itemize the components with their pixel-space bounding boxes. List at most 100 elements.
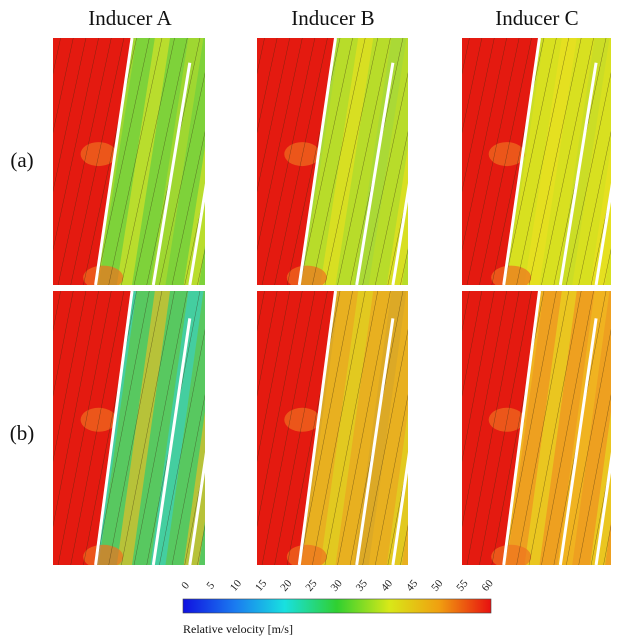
- streamline: [95, 38, 150, 285]
- streamline: [274, 291, 328, 565]
- streamline: [462, 38, 507, 251]
- colorbar-tick-label: 10: [228, 577, 245, 594]
- streamline: [616, 38, 624, 285]
- streamline: [462, 291, 507, 528]
- streamline: [400, 248, 408, 285]
- colorbar-tick-label: 35: [354, 577, 371, 594]
- colorbar-tick-label: 50: [429, 577, 446, 594]
- streamline: [53, 38, 87, 193]
- blade: [188, 183, 205, 285]
- colorbar-tick-label: 55: [454, 577, 471, 594]
- blade: [355, 62, 395, 285]
- leading-edge: [488, 407, 525, 432]
- blade: [297, 291, 338, 565]
- contour-panel: [53, 38, 263, 285]
- flow-band: [524, 291, 577, 565]
- streamline: [210, 38, 263, 285]
- streamline: [462, 291, 495, 462]
- streamline: [466, 38, 520, 285]
- colorbar-tick-label: 25: [303, 577, 320, 594]
- streamline: [362, 328, 408, 565]
- streamline: [479, 38, 532, 285]
- row-label: (a): [10, 148, 33, 172]
- streamline: [53, 38, 74, 134]
- streamline: [171, 130, 205, 285]
- streamline: [261, 38, 316, 285]
- streamline: [312, 291, 366, 565]
- flow-band: [183, 411, 205, 565]
- streamline: [257, 38, 265, 75]
- streamline: [503, 291, 557, 565]
- leading-edge: [286, 544, 327, 565]
- streamline: [462, 291, 470, 332]
- blade: [188, 451, 205, 565]
- streamline: [462, 291, 483, 397]
- streamline: [566, 72, 611, 285]
- column-header: Inducer C: [495, 6, 578, 30]
- leading-edge: [83, 544, 124, 565]
- streamline: [616, 291, 624, 565]
- streamline: [324, 38, 379, 285]
- streamline: [57, 291, 112, 565]
- streamline: [324, 291, 379, 565]
- blade: [558, 318, 598, 565]
- panels: [53, 38, 624, 565]
- streamline: [108, 291, 163, 565]
- streamline: [578, 394, 611, 565]
- flow-band: [320, 291, 374, 565]
- contour-panel: [462, 291, 624, 565]
- colorbar-tick-label: 15: [253, 577, 270, 594]
- streamline: [375, 394, 408, 565]
- colorbar-tick-label: 45: [404, 577, 421, 594]
- streamline: [199, 291, 252, 565]
- colorbar-tick-label: 0: [179, 579, 192, 591]
- flow-band: [590, 411, 611, 565]
- streamline: [70, 291, 125, 565]
- streamline: [133, 38, 188, 285]
- streamline: [387, 459, 408, 565]
- blade: [391, 183, 408, 285]
- streamline: [133, 291, 188, 565]
- streamline: [197, 248, 205, 285]
- contour-panel: [199, 38, 466, 285]
- colorbar-tick-label: 60: [480, 577, 497, 594]
- contour-panel: [199, 291, 408, 565]
- streamline: [95, 291, 150, 565]
- streamline: [274, 38, 328, 285]
- streamline: [413, 38, 466, 285]
- column-header: Inducer A: [88, 6, 172, 30]
- colorbar-tick-label: 20: [278, 577, 295, 594]
- blade: [391, 451, 408, 565]
- streamline: [590, 189, 611, 285]
- blade: [94, 291, 134, 565]
- streamline: [257, 291, 303, 528]
- flow-band: [116, 38, 171, 285]
- streamline: [57, 38, 112, 285]
- flow-band: [524, 38, 577, 285]
- streamline: [159, 72, 205, 285]
- streamline: [257, 291, 290, 462]
- leading-edge: [284, 142, 321, 167]
- streamline: [337, 38, 391, 285]
- colorbar-label: Relative velocity [m/s]: [183, 622, 293, 636]
- streamline: [400, 524, 408, 565]
- streamline: [479, 291, 532, 565]
- blade: [502, 38, 541, 285]
- contour-panel: [53, 291, 205, 565]
- streamline: [286, 38, 341, 285]
- streamline: [286, 291, 341, 565]
- streamline: [83, 38, 137, 285]
- streamline: [257, 38, 303, 251]
- streamline: [199, 38, 252, 285]
- streamline: [541, 38, 594, 285]
- blade: [594, 182, 611, 285]
- streamline: [171, 394, 205, 565]
- leading-edge: [284, 407, 321, 432]
- streamline: [70, 38, 125, 285]
- blade: [94, 38, 134, 285]
- streamline: [299, 291, 353, 565]
- flow-band: [183, 146, 205, 285]
- leading-edge: [286, 265, 327, 285]
